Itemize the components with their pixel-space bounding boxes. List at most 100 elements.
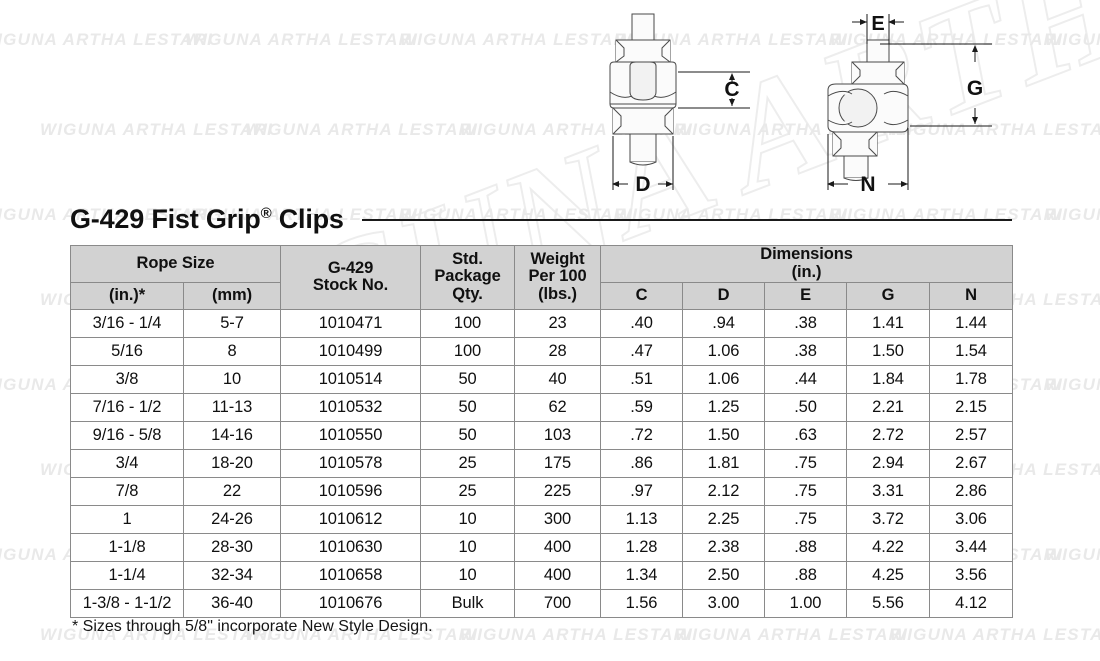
cell-dim-g: 4.25 bbox=[846, 560, 931, 590]
cell-rope-size-mm: 36-40 bbox=[182, 588, 282, 618]
cell-rope-size-inches: 1 bbox=[70, 504, 184, 534]
header-weight-line1: Weight bbox=[530, 249, 585, 268]
table-row: 1-1/8 28-30 1010630 10 400 1.28 2.38.88 4.22 3.4… bbox=[70, 532, 1014, 562]
table-row: 7/16 - 1/2 11-13 1010532 50 62.59 1.25.50 2.21… bbox=[70, 392, 1014, 422]
header-dimensions-line1: Dimensions bbox=[760, 245, 853, 263]
header-std-pkg-line3: Qty. bbox=[452, 285, 483, 304]
specifications-table: Rope Size G-429 Stock No. Std. Package Q… bbox=[69, 245, 1014, 618]
cell-dim-e: .75 bbox=[764, 504, 848, 534]
cell-weight-per-100: 23 bbox=[514, 308, 602, 338]
table-row: 9/16 - 5/8 14-16 1010550 50 103.72 1.50.63 2.7… bbox=[70, 420, 1014, 450]
cell-dim-g: 1.41 bbox=[846, 308, 931, 338]
cell-std-package-qty: 10 bbox=[420, 560, 516, 590]
page-title: G-429 Fist Grip® Clips bbox=[70, 204, 344, 235]
title-row: G-429 Fist Grip® Clips bbox=[70, 196, 1012, 242]
cell-std-package-qty: 10 bbox=[420, 504, 516, 534]
cell-rope-size-mm: 8 bbox=[182, 336, 282, 366]
cell-dim-n: 3.06 bbox=[929, 504, 1014, 534]
header-std-pkg-line1: Std. bbox=[452, 249, 483, 268]
cell-dim-e: .63 bbox=[764, 420, 848, 450]
cell-std-package-qty: 100 bbox=[420, 308, 516, 338]
header-stock-no: G-429 Stock No. bbox=[280, 245, 422, 310]
cell-dim-g: 1.50 bbox=[846, 336, 931, 366]
cell-dim-n: 2.67 bbox=[929, 448, 1014, 478]
cell-stock-no: 1010676 bbox=[280, 588, 422, 618]
cell-stock-no: 1010630 bbox=[280, 532, 422, 562]
cell-stock-no: 1010596 bbox=[280, 476, 422, 506]
cell-dim-n: 3.56 bbox=[929, 560, 1014, 590]
cell-dim-n: 4.12 bbox=[929, 588, 1014, 618]
cell-dim-c: 1.28 bbox=[600, 532, 684, 562]
table-row: 3/8 10 1010514 50 40.51 1.06.44 1.84 1.78 bbox=[70, 364, 1014, 394]
cell-dim-n: 1.78 bbox=[929, 364, 1014, 394]
cell-weight-per-100: 103 bbox=[514, 420, 602, 450]
cell-dim-n: 1.54 bbox=[929, 336, 1014, 366]
dimension-label-e: E bbox=[871, 13, 884, 35]
cell-dim-e: .50 bbox=[764, 392, 848, 422]
header-stock-no-line1: G-429 bbox=[327, 258, 374, 277]
cell-rope-size-mm: 18-20 bbox=[182, 448, 282, 478]
cell-dim-g: 2.21 bbox=[846, 392, 931, 422]
cell-rope-size-inches: 7/16 - 1/2 bbox=[70, 392, 184, 422]
cell-rope-size-inches: 3/16 - 1/4 bbox=[70, 308, 184, 338]
header-dim-g: G bbox=[846, 281, 931, 310]
cell-dim-c: 1.13 bbox=[600, 504, 684, 534]
cell-weight-per-100: 40 bbox=[514, 364, 602, 394]
cell-dim-d: 2.50 bbox=[682, 560, 766, 590]
cell-dim-n: 2.57 bbox=[929, 420, 1014, 450]
cell-dim-d: 2.25 bbox=[682, 504, 766, 534]
cell-std-package-qty: 100 bbox=[420, 336, 516, 366]
cell-rope-size-mm: 32-34 bbox=[182, 560, 282, 590]
cell-rope-size-mm: 14-16 bbox=[182, 420, 282, 450]
cell-std-package-qty: 25 bbox=[420, 448, 516, 478]
specifications-table-body: 3/16 - 1/4 5-7 1010471 100 23.40.94.38 1.41 1.… bbox=[70, 308, 1014, 618]
cell-rope-size-inches: 9/16 - 5/8 bbox=[70, 420, 184, 450]
table-row: 5/16 8 1010499 100 28.47 1.06.38 1.50 1.54 bbox=[70, 336, 1014, 366]
cell-dim-c: .86 bbox=[600, 448, 684, 478]
cell-rope-size-mm: 24-26 bbox=[182, 504, 282, 534]
cell-dim-d: 3.00 bbox=[682, 588, 766, 618]
dimension-label-d: D bbox=[635, 173, 650, 196]
cell-std-package-qty: 25 bbox=[420, 476, 516, 506]
table-row: 7/8 22 1010596 25 225.97 2.12.75 3.31 2.86 bbox=[70, 476, 1014, 506]
cell-weight-per-100: 225 bbox=[514, 476, 602, 506]
cell-dim-e: .38 bbox=[764, 308, 848, 338]
cell-dim-d: 1.06 bbox=[682, 336, 766, 366]
cell-dim-g: 4.22 bbox=[846, 532, 931, 562]
cell-dim-n: 1.44 bbox=[929, 308, 1014, 338]
cell-rope-size-mm: 5-7 bbox=[182, 308, 282, 338]
cell-rope-size-inches: 1-1/8 bbox=[70, 532, 184, 562]
cell-weight-per-100: 62 bbox=[514, 392, 602, 422]
cell-dim-e: .75 bbox=[764, 448, 848, 478]
dimension-label-g: G bbox=[967, 77, 983, 100]
cell-weight-per-100: 28 bbox=[514, 336, 602, 366]
dimension-label-n: N bbox=[860, 173, 875, 196]
cell-rope-size-mm: 11-13 bbox=[182, 392, 282, 422]
header-stock-no-line2: Stock No. bbox=[312, 276, 389, 295]
header-rope-size-inches: (in.)* bbox=[70, 281, 184, 310]
header-std-pkg-line2: Package bbox=[434, 267, 501, 286]
cell-rope-size-mm: 28-30 bbox=[182, 532, 282, 562]
cell-dim-d: .94 bbox=[682, 308, 766, 338]
cell-stock-no: 1010612 bbox=[280, 504, 422, 534]
cell-dim-g: 1.84 bbox=[846, 364, 931, 394]
cell-dim-e: .44 bbox=[764, 364, 848, 394]
cell-rope-size-inches: 7/8 bbox=[70, 476, 184, 506]
cell-stock-no: 1010578 bbox=[280, 448, 422, 478]
cell-stock-no: 1010514 bbox=[280, 364, 422, 394]
header-weight-line3: (lbs.) bbox=[538, 285, 577, 304]
cell-rope-size-inches: 5/16 bbox=[70, 336, 184, 366]
page-title-main: G-429 Fist Grip bbox=[70, 203, 261, 234]
cell-dim-c: .59 bbox=[600, 392, 684, 422]
cell-dim-d: 1.06 bbox=[682, 364, 766, 394]
header-dimensions: Dimensions (in.) bbox=[600, 245, 1014, 283]
cell-weight-per-100: 175 bbox=[514, 448, 602, 478]
cell-dim-g: 3.31 bbox=[846, 476, 931, 506]
dimension-label-c: C bbox=[724, 78, 739, 101]
cell-dim-d: 2.38 bbox=[682, 532, 766, 562]
header-rope-size: Rope Size bbox=[69, 245, 282, 283]
cell-std-package-qty: 10 bbox=[420, 532, 516, 562]
cell-stock-no: 1010658 bbox=[280, 560, 422, 590]
page-title-suffix: Clips bbox=[271, 203, 344, 234]
cell-dim-c: 1.56 bbox=[600, 588, 684, 618]
